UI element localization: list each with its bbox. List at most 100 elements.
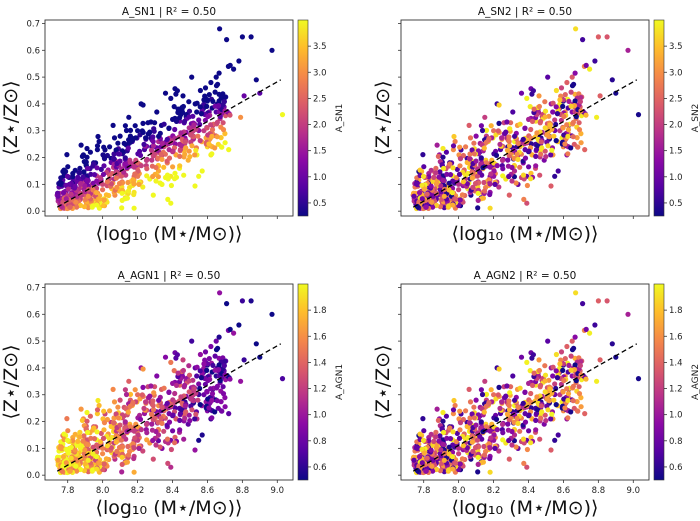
data-point [469,147,475,153]
data-point [124,195,130,201]
y-axis-label: ⟨Z⋆/Z⊙⟩ [0,80,22,155]
data-point [473,397,479,403]
data-point [84,173,90,179]
data-point [435,417,441,423]
data-point [491,128,497,134]
data-point [164,172,171,178]
data-point [411,457,417,463]
data-point [140,384,146,390]
data-point [583,62,589,68]
data-point [548,416,554,422]
x-tick-label: 7.8 [61,486,75,496]
data-point [131,455,137,462]
data-point [111,156,117,162]
data-point [434,142,440,148]
data-point [571,405,577,411]
y-tick-label: 0.3 [26,391,40,401]
data-point [483,127,490,133]
data-point [209,397,215,403]
data-point [189,407,195,413]
data-point [470,448,476,454]
data-point [472,180,479,187]
data-point [478,419,484,425]
data-point [222,108,228,114]
data-point [188,132,194,138]
data-point [197,368,203,374]
data-point [279,376,286,382]
data-point [535,143,541,149]
data-point [180,103,186,110]
data-point [125,409,131,415]
data-point [561,113,567,120]
data-point [186,99,192,105]
data-point [504,119,510,125]
data-point [147,393,153,399]
data-point [238,378,244,384]
data-point [440,429,447,436]
data-point [555,432,561,438]
data-point [150,402,156,409]
data-point [164,136,170,142]
data-point [115,140,121,146]
data-point [227,326,233,332]
data-point [413,445,419,451]
data-point [573,290,579,296]
data-point [186,363,192,369]
data-point [170,116,176,122]
data-point [570,134,576,140]
data-point [576,384,582,390]
data-point [483,139,489,145]
data-point [423,204,429,210]
data-point [457,420,464,426]
data-point [79,417,85,423]
data-point [550,364,556,370]
data-point [500,166,506,172]
data-point [172,176,178,182]
data-point [205,113,211,120]
data-point [93,190,99,196]
data-point [538,415,544,421]
data-point [520,436,527,442]
data-point [542,99,548,105]
data-point [150,134,156,140]
data-point [159,420,165,426]
data-point [481,145,487,151]
data-point [561,132,567,138]
data-point [551,133,557,139]
data-point [182,403,188,409]
y-tick-label: 0.5 [26,73,40,83]
data-point [74,442,80,448]
data-point [231,330,237,336]
data-point [505,157,511,163]
data-point [156,133,162,139]
data-point [436,438,442,444]
data-point [526,116,532,122]
data-point [472,444,479,451]
data-point [63,460,69,466]
axes-frame [400,19,650,217]
data-point [452,196,458,202]
data-point [84,418,90,424]
data-point [571,81,577,87]
x-tick-label: 8.0 [96,486,110,496]
data-point [94,202,100,208]
data-point [487,164,493,170]
data-point [64,152,70,158]
data-point [592,322,598,328]
data-point [85,457,91,463]
data-point [505,163,511,169]
data-point [196,117,202,123]
data-point [564,343,570,350]
data-point [241,357,247,363]
data-point [430,178,436,184]
data-point [65,450,71,456]
data-point [101,163,107,169]
colorbar-tick-label: 2.0 [669,121,683,131]
data-point [520,136,526,142]
data-point [505,427,511,433]
data-point [115,415,121,421]
data-point [213,338,219,344]
data-point [572,362,578,368]
data-point [65,186,71,192]
